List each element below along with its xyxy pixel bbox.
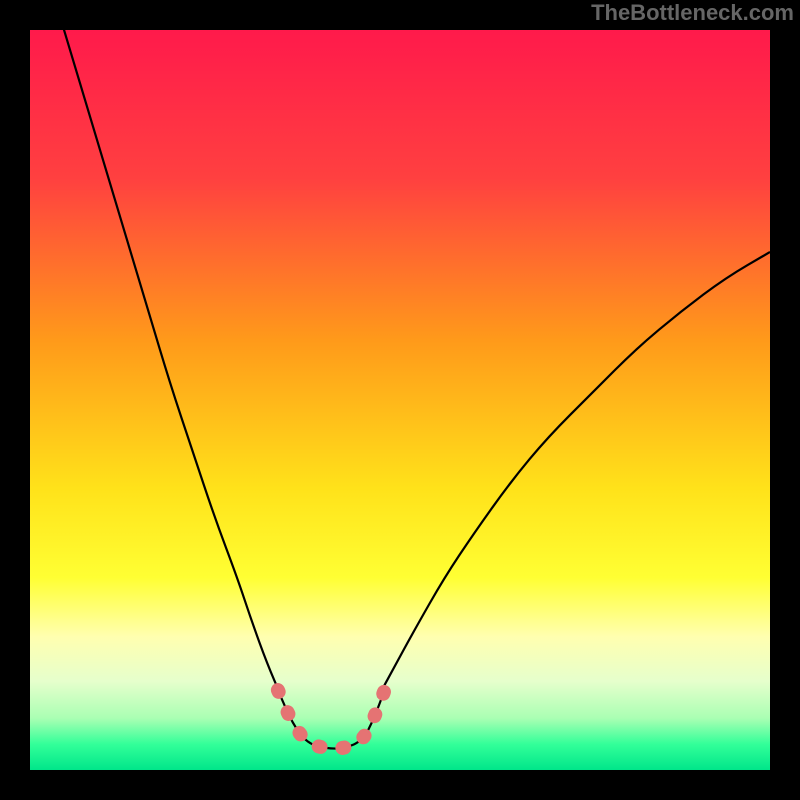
bottleneck-curve-chart bbox=[30, 30, 770, 770]
plot-background bbox=[30, 30, 770, 770]
chart-frame: TheBottleneck.com bbox=[0, 0, 800, 800]
watermark-text: TheBottleneck.com bbox=[591, 0, 794, 26]
